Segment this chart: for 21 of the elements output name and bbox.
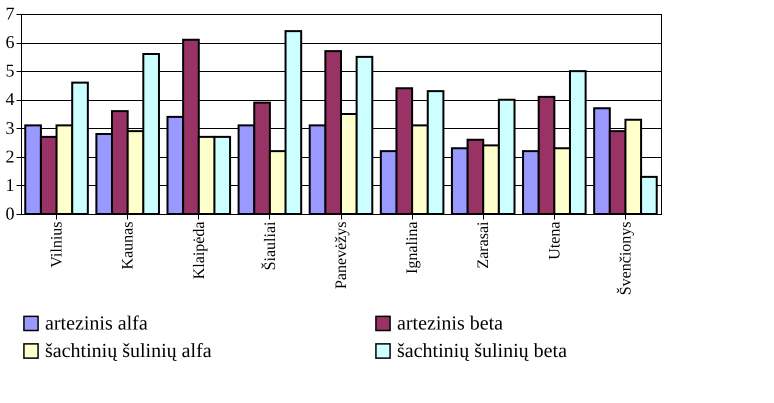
y-tick-label: 4 — [6, 89, 14, 110]
y-tick-label: 2 — [6, 146, 14, 166]
x-tick-label: Klaipėda — [190, 222, 208, 280]
x-tick-label: Vilnius — [48, 222, 66, 268]
y-tick-label: 6 — [6, 32, 14, 52]
legend-label: šachtinių šulinių alfa — [45, 340, 212, 362]
y-tick-label: 3 — [6, 118, 14, 138]
x-tick-label: Panevėžys — [333, 222, 350, 290]
x-tick-label: Šiauliai — [260, 220, 279, 270]
y-tick-label: 7 — [6, 4, 14, 24]
legend-label: šachtinių šulinių beta — [397, 340, 568, 362]
legend-label: artezinis beta — [397, 312, 504, 334]
y-tick-label: 1 — [6, 174, 14, 195]
legend-label: artezinis alfa — [45, 312, 148, 334]
y-tick-label: 5 — [6, 60, 14, 81]
x-tick-label: Ignalina — [404, 222, 422, 274]
x-tick-label: Kaunas — [120, 222, 137, 270]
y-tick-label: 0 — [6, 204, 14, 224]
x-tick-label: Švenčionys — [616, 222, 634, 296]
x-tick-label: Zarasai — [475, 220, 492, 269]
x-tick-label: Utena — [546, 222, 564, 260]
